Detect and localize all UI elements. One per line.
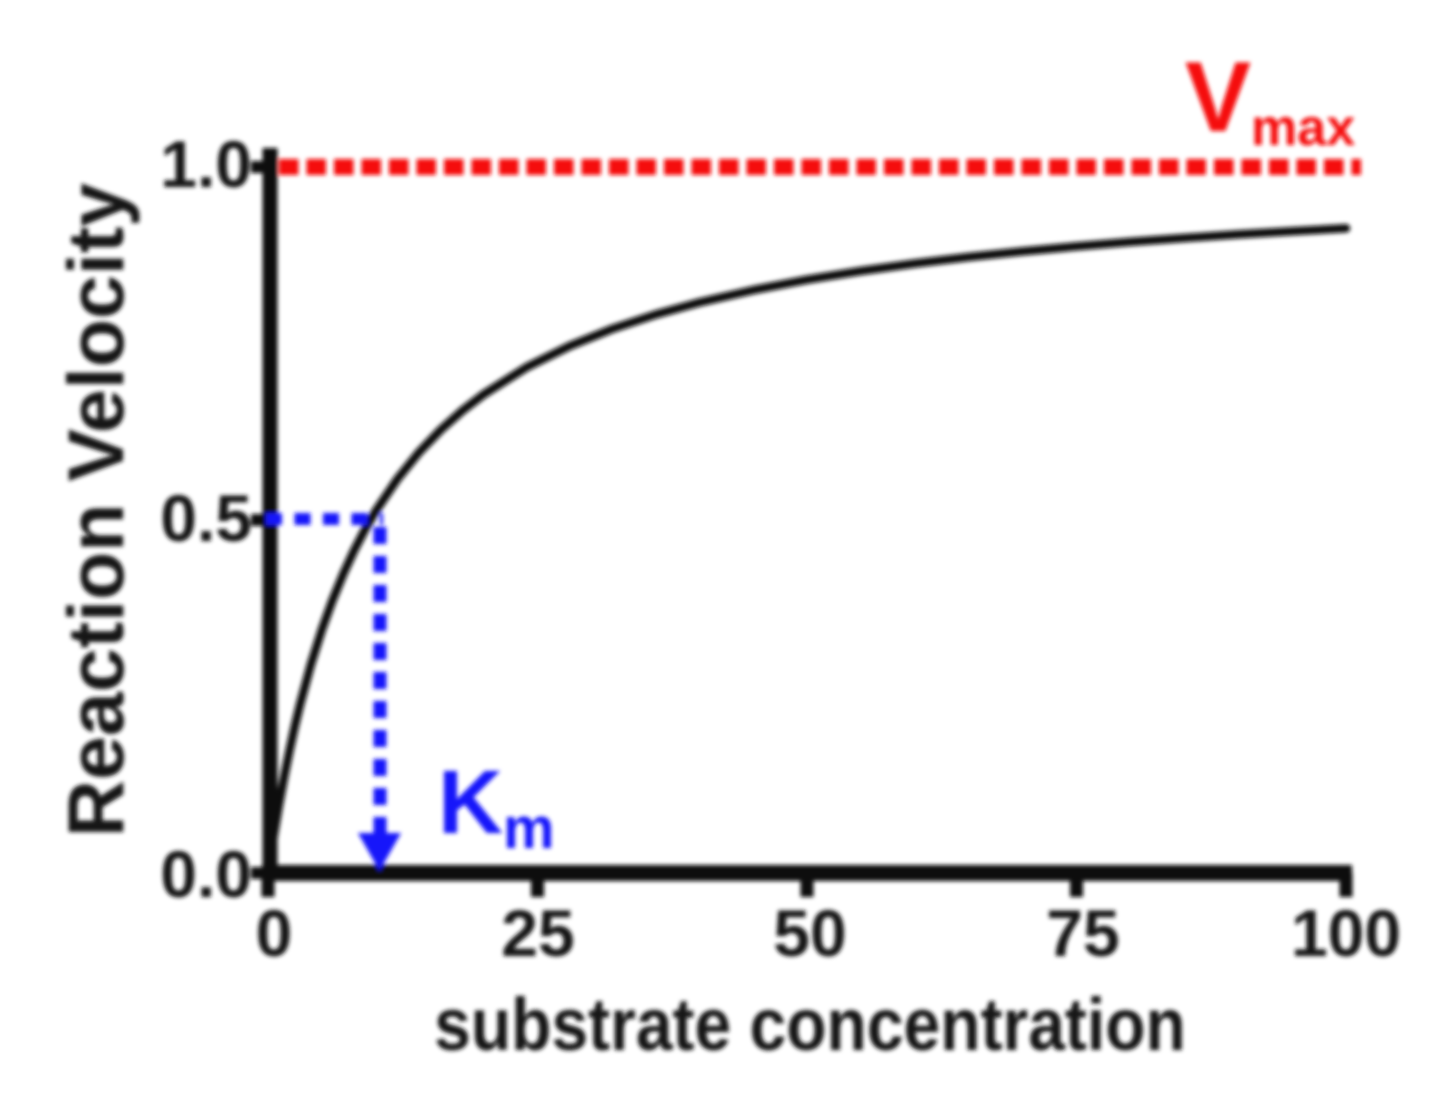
svg-text:25: 25 <box>501 896 574 970</box>
svg-text:75: 75 <box>1046 896 1119 970</box>
svg-text:0.5: 0.5 <box>160 481 252 555</box>
svg-text:50: 50 <box>773 896 846 970</box>
svg-text:100: 100 <box>1291 896 1401 970</box>
svg-text:substrate concentration: substrate concentration <box>434 984 1186 1066</box>
svg-text:1.0: 1.0 <box>160 127 252 201</box>
svg-text:Reaction Velocity: Reaction Velocity <box>51 183 140 837</box>
svg-text:0: 0 <box>256 896 293 970</box>
svg-text:0.0: 0.0 <box>160 837 252 911</box>
